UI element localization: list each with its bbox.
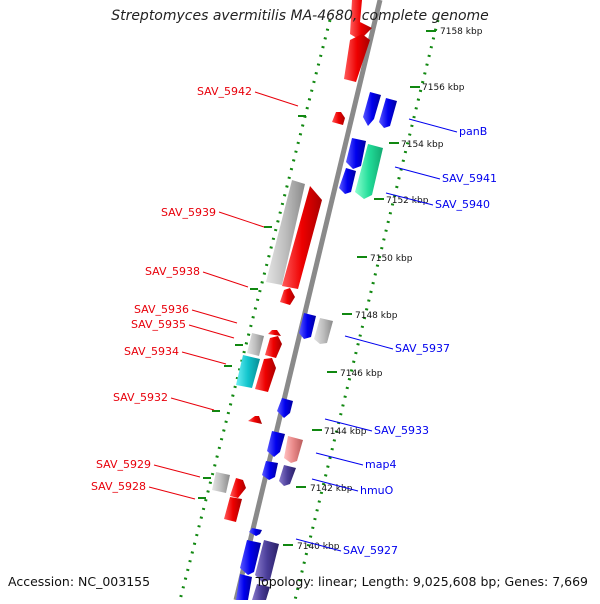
gene-arrow[interactable] [282, 186, 322, 289]
gene-label[interactable]: SAV_5942 [197, 85, 252, 98]
gene-arrow[interactable] [344, 34, 370, 82]
gene-arrow[interactable] [277, 398, 293, 418]
gene-arrow[interactable] [224, 497, 242, 522]
gene-arrow[interactable] [249, 528, 262, 536]
gene-arrow[interactable] [265, 336, 282, 358]
gene-arrow[interactable] [350, 0, 372, 40]
accession-text: Accession: NC_003155 [8, 574, 151, 589]
gene-arrow[interactable] [299, 313, 316, 339]
gene-arrow-cyan[interactable] [236, 355, 260, 388]
gene-arrow[interactable] [268, 330, 281, 336]
genes-forward-strand [212, 34, 370, 522]
right-gene-labels: panB SAV_5941 SAV_5940 SAV_5937 SAV_5933… [295, 118, 497, 557]
gene-label[interactable]: SAV_5928 [91, 480, 146, 493]
gene-label[interactable]: SAV_5938 [145, 265, 200, 278]
gene-arrow[interactable] [346, 138, 366, 169]
scale-tick-label: 7156 kbp [422, 83, 465, 93]
gene-label[interactable]: SAV_5929 [96, 458, 151, 471]
gene-arrow-teal[interactable] [355, 144, 383, 199]
gene-arrow[interactable] [240, 540, 261, 575]
gene-label[interactable]: map4 [365, 458, 396, 471]
gene-arrow[interactable] [247, 333, 264, 356]
gene-arrow[interactable] [255, 358, 276, 392]
gene-arrow[interactable] [212, 472, 230, 493]
gene-arrow[interactable] [266, 180, 305, 285]
gene-arrow-purple[interactable] [279, 465, 296, 486]
gene-arrow[interactable] [248, 416, 262, 424]
gene-label[interactable]: SAV_5940 [435, 198, 490, 211]
gene-label[interactable]: SAV_5939 [161, 206, 216, 219]
gene-label[interactable]: SAV_5932 [113, 391, 168, 404]
gene-arrow[interactable] [379, 98, 397, 128]
scale-tick-label: 7140 kbp [297, 542, 340, 552]
scale-tick-label: 7144 kbp [324, 427, 367, 437]
genes-reverse-strand [236, 0, 397, 600]
gene-arrow[interactable] [363, 92, 381, 126]
gene-arrow[interactable] [236, 574, 252, 600]
scale-tick-label: 7158 kbp [440, 27, 483, 37]
gene-label[interactable]: SAV_5934 [124, 345, 179, 358]
scale-tick-label: 7152 kbp [386, 196, 429, 206]
gene-label[interactable]: SAV_5937 [395, 342, 450, 355]
gene-label[interactable]: SAV_5941 [442, 172, 497, 185]
gene-arrow[interactable] [314, 318, 333, 344]
gene-arrow-pink[interactable] [284, 436, 303, 463]
scale-tick-label: 7142 kbp [310, 484, 353, 494]
gene-arrow[interactable] [262, 461, 278, 480]
gene-arrow[interactable] [339, 168, 356, 194]
gene-label[interactable]: SAV_5927 [343, 544, 398, 557]
scale-tick-label: 7146 kbp [340, 369, 383, 379]
genome-summary-text: Topology: linear; Length: 9,025,608 bp; … [255, 574, 588, 589]
gene-label[interactable]: hmuO [360, 484, 394, 497]
genome-backbone [233, 0, 383, 601]
scale-ticks: 7158 kbp 7156 kbp 7154 kbp 7152 kbp 7150… [283, 27, 483, 552]
gene-label[interactable]: SAV_5935 [131, 318, 186, 331]
gene-arrow[interactable] [332, 112, 345, 125]
gene-label[interactable]: SAV_5936 [134, 303, 189, 316]
scale-tick-label: 7148 kbp [355, 311, 398, 321]
scale-tick-label: 7154 kbp [401, 140, 444, 150]
dotted-guide-right [293, 19, 440, 601]
gene-arrow-purple[interactable] [255, 540, 279, 582]
gene-arrow[interactable] [280, 288, 295, 305]
gene-arrow-purple[interactable] [252, 584, 270, 600]
left-guide-marks [198, 115, 306, 499]
gene-arrow[interactable] [267, 431, 285, 457]
gene-label[interactable]: SAV_5933 [374, 424, 429, 437]
gene-label[interactable]: panB [459, 125, 487, 138]
left-gene-labels: SAV_5942 SAV_5939 SAV_5938 SAV_5936 SAV_… [91, 85, 299, 500]
scale-tick-label: 7150 kbp [370, 254, 413, 264]
map-title: Streptomyces avermitilis MA-4680, comple… [111, 8, 489, 24]
gene-arrow[interactable] [230, 478, 246, 498]
